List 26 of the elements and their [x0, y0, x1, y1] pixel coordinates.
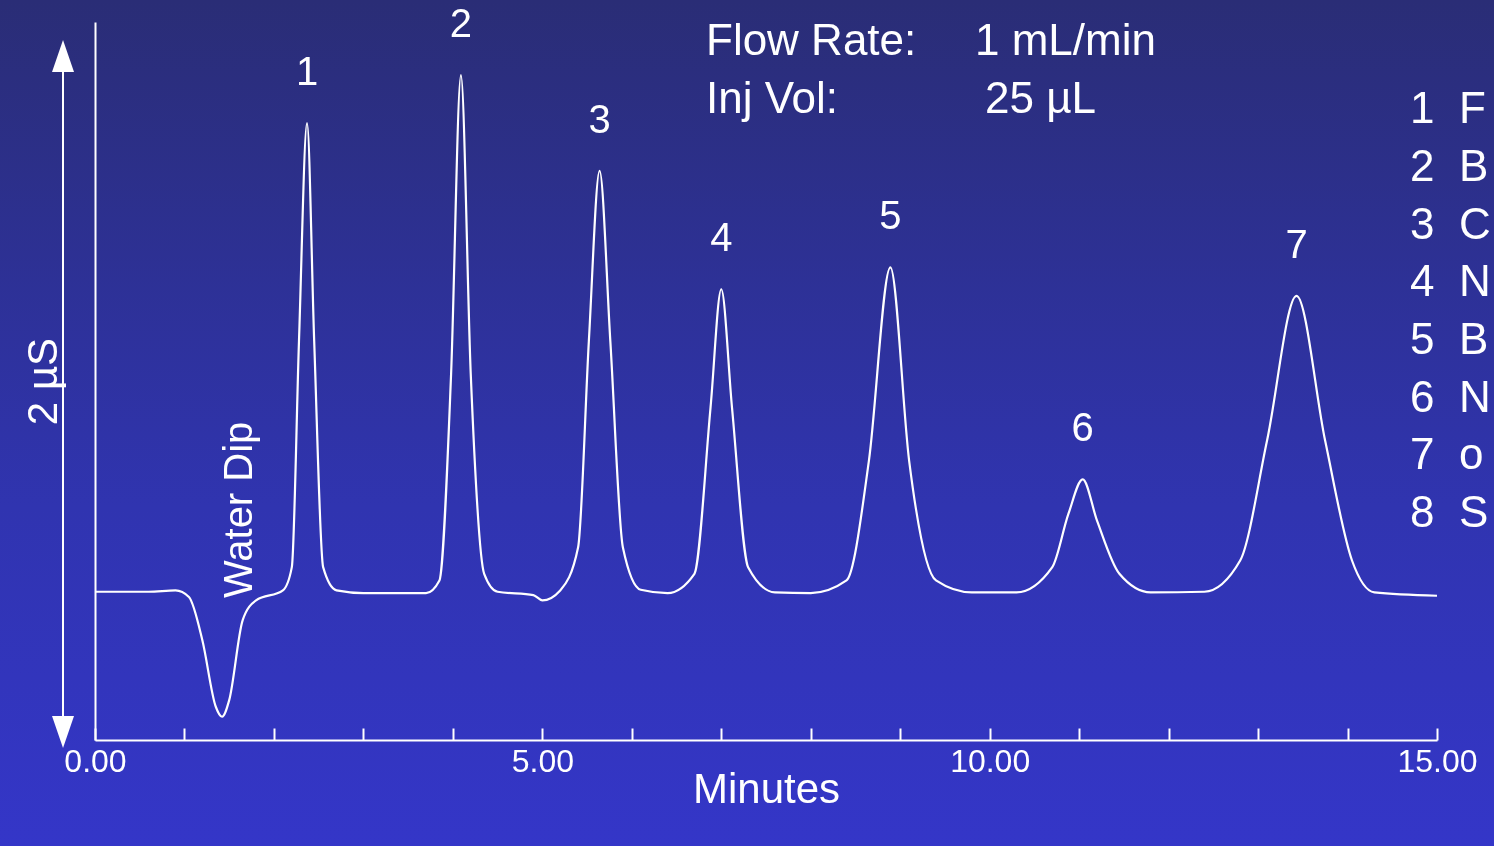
- annotation: 2 B: [1410, 141, 1489, 190]
- annotation: 6: [1071, 405, 1094, 450]
- text: 1 mL/min: [975, 15, 1156, 64]
- annotation: 1: [295, 49, 319, 94]
- annotation: 1 F: [1410, 83, 1486, 132]
- annotation: Water Dip: [216, 421, 260, 598]
- annotation: 3: [588, 96, 611, 141]
- annotation: 5 B: [1410, 314, 1489, 363]
- y-axis-title: 2 µS: [18, 337, 66, 426]
- annotation: 2: [449, 1, 473, 46]
- annotation: 4 N: [1410, 256, 1491, 305]
- text: Flow Rate:: [706, 15, 917, 64]
- x-tick-label: 15.00: [1397, 742, 1478, 779]
- annotation: 8 S: [1410, 487, 1489, 536]
- annotation: 3 C: [1410, 199, 1491, 248]
- x-tick-label: 5.00: [511, 742, 574, 779]
- annotation: 4: [710, 215, 733, 260]
- annotation: 7: [1285, 221, 1308, 266]
- x-tick-label: 0.00: [64, 742, 127, 779]
- annotation: 25 µL: [985, 73, 1096, 122]
- x-tick-label: 10.00: [950, 742, 1031, 779]
- annotation: Inj Vol:: [706, 73, 839, 122]
- annotation: 5: [879, 193, 902, 238]
- x-axis-title: Minutes: [692, 764, 841, 812]
- annotation: 7 o: [1410, 429, 1484, 478]
- annotation: 6 N: [1410, 372, 1491, 421]
